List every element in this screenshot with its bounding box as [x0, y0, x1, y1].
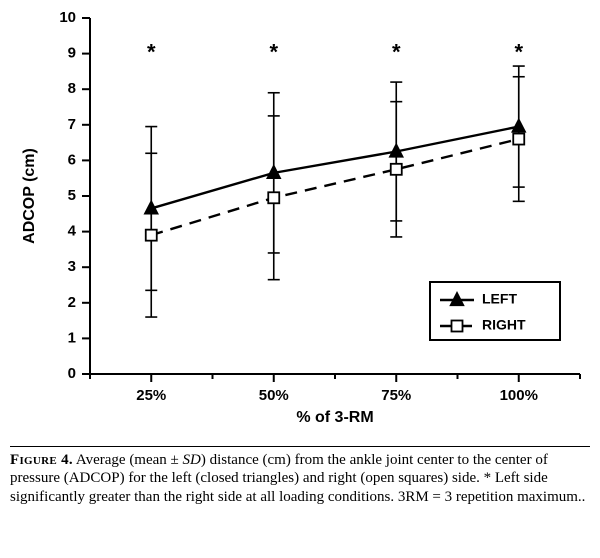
figure-caption: Figure 4. Average (mean ± SD) distance (… — [10, 446, 590, 506]
caption-sd-italic: SD — [183, 452, 201, 468]
chart-area: 0 1 2 3 4 5 6 7 8 9 10 25% 50% 75% 100% % of 3-RM ADCOP … — [0, 0, 600, 442]
svg-text:ADCOP (cm): ADCOP (cm) — [21, 148, 38, 244]
svg-text:% of 3-RM: % of 3-RM — [296, 409, 373, 426]
svg-text:8: 8 — [68, 80, 76, 97]
svg-text:1: 1 — [68, 329, 76, 346]
adcop-line-chart: 0 1 2 3 4 5 6 7 8 9 10 25% 50% 75% 100% % of 3-RM ADCOP … — [0, 0, 600, 442]
svg-text:3: 3 — [68, 258, 76, 275]
caption-text-a: Average (mean ± — [76, 452, 183, 468]
svg-text:5: 5 — [68, 187, 76, 204]
svg-text:9: 9 — [68, 45, 76, 62]
svg-text:*: * — [392, 40, 401, 65]
svg-text:100%: 100% — [500, 387, 538, 404]
svg-text:10: 10 — [59, 9, 76, 26]
svg-text:*: * — [147, 40, 156, 65]
svg-text:0: 0 — [68, 365, 76, 382]
svg-text:*: * — [269, 40, 278, 65]
figure-label: Figure 4. — [10, 452, 73, 468]
svg-text:25%: 25% — [136, 387, 166, 404]
caption-separator — [10, 446, 590, 447]
svg-text:*: * — [514, 40, 523, 65]
svg-text:2: 2 — [68, 294, 76, 311]
svg-text:RIGHT: RIGHT — [482, 317, 526, 333]
svg-text:LEFT: LEFT — [482, 291, 517, 307]
svg-text:7: 7 — [68, 116, 76, 133]
svg-text:4: 4 — [68, 223, 77, 240]
svg-text:6: 6 — [68, 151, 76, 168]
svg-text:50%: 50% — [259, 387, 289, 404]
svg-text:75%: 75% — [381, 387, 411, 404]
